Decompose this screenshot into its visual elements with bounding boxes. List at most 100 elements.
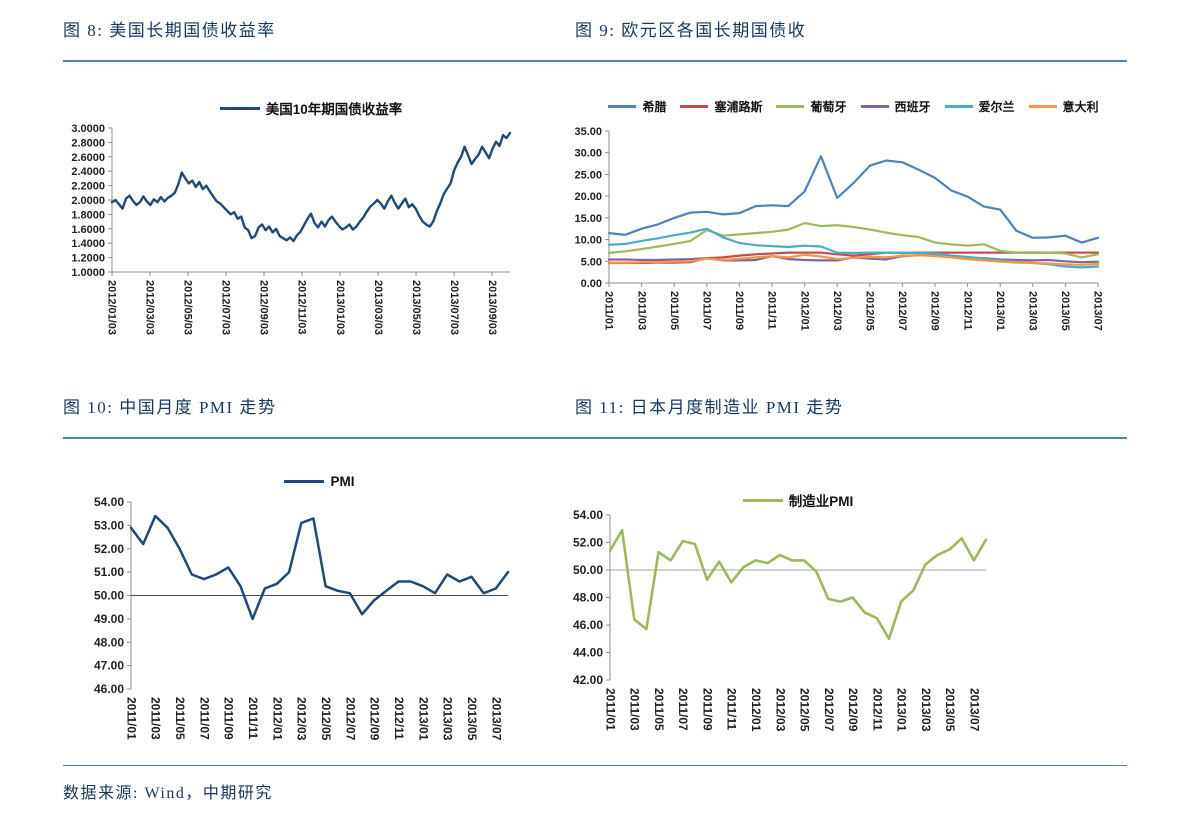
y-axis-tick-label: 2.8000	[71, 137, 105, 149]
y-axis-tick-label: 3.0000	[71, 123, 105, 135]
x-axis-tick-label: 2011/11	[246, 697, 260, 739]
y-axis-tick-label: 53.00	[94, 518, 124, 532]
x-axis-tick-label: 2011/01	[603, 291, 615, 330]
legend-item: 爱尔兰	[944, 98, 1015, 115]
legend-label: 制造业PMI	[788, 494, 854, 509]
legend-line-swatch	[944, 105, 973, 108]
chart-legend: PMI	[131, 474, 508, 489]
x-axis-tick-label: 2011/07	[676, 688, 690, 731]
eurozone-bond-yield-chart: 希腊 塞浦路斯 葡萄牙 西班牙 爱尔兰 意大利 35.00 30.00 25.00 20.00 15…	[574, 84, 1131, 384]
legend-item: 意大利	[1028, 98, 1099, 115]
x-axis-tick-label: 2012/07/03	[220, 280, 232, 335]
legend-line-swatch	[219, 106, 260, 110]
x-axis-tick-label: 2012/05	[798, 688, 812, 732]
x-axis-tick-label: 2012/01	[270, 697, 284, 741]
x-axis-tick-label: 2012/11	[392, 697, 406, 740]
x-axis-tick-label: 2013/05	[1059, 291, 1071, 331]
legend-item: 塞浦路斯	[680, 98, 762, 115]
chart-legend: 制造业PMI	[610, 490, 986, 510]
y-axis-tick-label: 50.00	[573, 563, 603, 577]
x-axis-tick-label: 2012/07	[343, 697, 357, 741]
series-line	[607, 222, 1100, 259]
x-axis-tick-label: 2012/09	[846, 688, 860, 732]
legend-label: 希腊	[642, 100, 667, 114]
x-axis-tick-label: 2013/03	[1027, 291, 1039, 331]
y-axis-tick-label: 46.00	[94, 682, 124, 696]
x-axis-tick-label: 2012/09	[929, 291, 941, 331]
x-axis-tick-label: 2013/05/03	[410, 280, 422, 335]
x-axis-tick-label: 2012/01/03	[106, 280, 118, 335]
x-axis-tick-label: 2012/03	[773, 688, 787, 732]
figure-10-title: 图 10: 中国月度 PMI 走势	[63, 398, 277, 417]
y-axis-tick-label: 0.00	[581, 278, 602, 290]
figure-8-title: 图 8: 美国长期国债收益率	[63, 21, 276, 40]
x-axis-tick-label: 2012/01	[749, 688, 763, 732]
x-axis-tick-label: 2012/07	[822, 688, 836, 732]
legend-item: 制造业PMI	[742, 490, 854, 510]
x-axis-tick-label: 2013/01	[994, 291, 1006, 331]
x-axis-tick-label: 2013/03/03	[372, 280, 384, 335]
legend-line-swatch	[776, 105, 805, 108]
legend-line-swatch	[1028, 105, 1057, 108]
x-axis-tick-label: 2012/05	[864, 291, 876, 331]
y-axis-tick-label: 54.00	[94, 495, 124, 509]
y-axis-tick-label: 42.00	[573, 673, 603, 687]
figure-11-title: 图 11: 日本月度制造业 PMI 走势	[575, 398, 844, 417]
legend-label: 西班牙	[894, 100, 931, 114]
x-axis-tick-label: 2011/07	[701, 291, 713, 330]
chart-canvas: 54.0052.0050.0048.0046.0044.0042.002011/…	[573, 508, 988, 732]
y-axis-tick-label: 49.00	[94, 612, 124, 626]
x-axis-tick-label: 2011/03	[635, 291, 647, 330]
title-divider-line	[63, 60, 1127, 62]
x-axis-tick-label: 2011/03	[149, 697, 163, 740]
x-axis-tick-label: 2011/05	[652, 688, 666, 731]
legend-line-swatch	[860, 105, 889, 108]
legend-line-swatch	[680, 105, 709, 108]
x-axis-tick-label: 2011/03	[628, 688, 642, 731]
legend-line-swatch	[284, 480, 325, 483]
legend-line-swatch	[742, 498, 783, 502]
x-axis-tick-label: 2013/03	[919, 688, 933, 732]
legend-label: 意大利	[1062, 100, 1099, 114]
y-axis-tick-label: 2.4000	[71, 166, 105, 178]
x-axis-tick-label: 2012/09	[368, 697, 382, 741]
y-axis-tick-label: 10.00	[575, 235, 602, 247]
us-10y-treasury-chart: 美国10年期国债收益率 3.0000 2.8000 2.6000 2.4000 2.200…	[63, 84, 533, 384]
x-axis-tick-label: 2012/03	[295, 697, 309, 741]
y-axis-tick-label: 1.2000	[71, 253, 105, 265]
y-axis-tick-label: 47.00	[94, 659, 124, 673]
y-axis-tick-label: 44.00	[573, 646, 603, 660]
x-axis-tick-label: 2011/05	[173, 697, 187, 740]
legend-label: PMI	[330, 474, 355, 489]
legend-label: 爱尔兰	[978, 100, 1015, 114]
legend-label: 美国10年期国债收益率	[265, 102, 403, 117]
y-axis-tick-label: 1.6000	[71, 224, 105, 236]
y-axis-tick-label: 52.00	[573, 536, 603, 550]
x-axis-tick-label: 2011/01	[603, 688, 617, 731]
x-axis-tick-label: 2012/11	[870, 688, 884, 731]
x-axis-tick-label: 2013/05	[465, 697, 479, 741]
y-axis-tick-label: 1.8000	[71, 209, 105, 221]
x-axis-tick-label: 2012/11	[961, 291, 973, 330]
x-axis-tick-label: 2013/07/03	[448, 280, 460, 335]
legend-label: 塞浦路斯	[714, 100, 763, 114]
legend-label: 葡萄牙	[810, 100, 847, 114]
y-axis-tick-label: 15.00	[575, 213, 602, 225]
y-axis-tick-label: 2.2000	[71, 181, 105, 193]
legend-line-swatch	[608, 105, 637, 108]
x-axis-tick-label: 2011/01	[124, 697, 138, 740]
x-axis-tick-label: 2013/01/03	[334, 280, 346, 335]
y-axis-tick-label: 52.00	[94, 542, 124, 556]
legend-item: 西班牙	[860, 98, 931, 115]
figure-9-title: 图 9: 欧元区各国长期国债收	[575, 21, 807, 40]
series-line	[110, 131, 512, 243]
x-axis-tick-label: 2011/09	[733, 291, 745, 330]
y-axis-tick-label: 2.6000	[71, 152, 105, 164]
x-axis-tick-label: 2012/09/03	[258, 280, 270, 335]
y-axis-tick-label: 51.00	[94, 565, 124, 579]
x-axis-tick-label: 2011/09	[222, 697, 236, 740]
legend-item: 美国10年期国债收益率	[219, 98, 403, 118]
chart-canvas: 35.0030.0025.0020.0015.0010.005.000.0020…	[574, 126, 1103, 331]
y-axis-tick-label: 30.00	[575, 148, 602, 160]
